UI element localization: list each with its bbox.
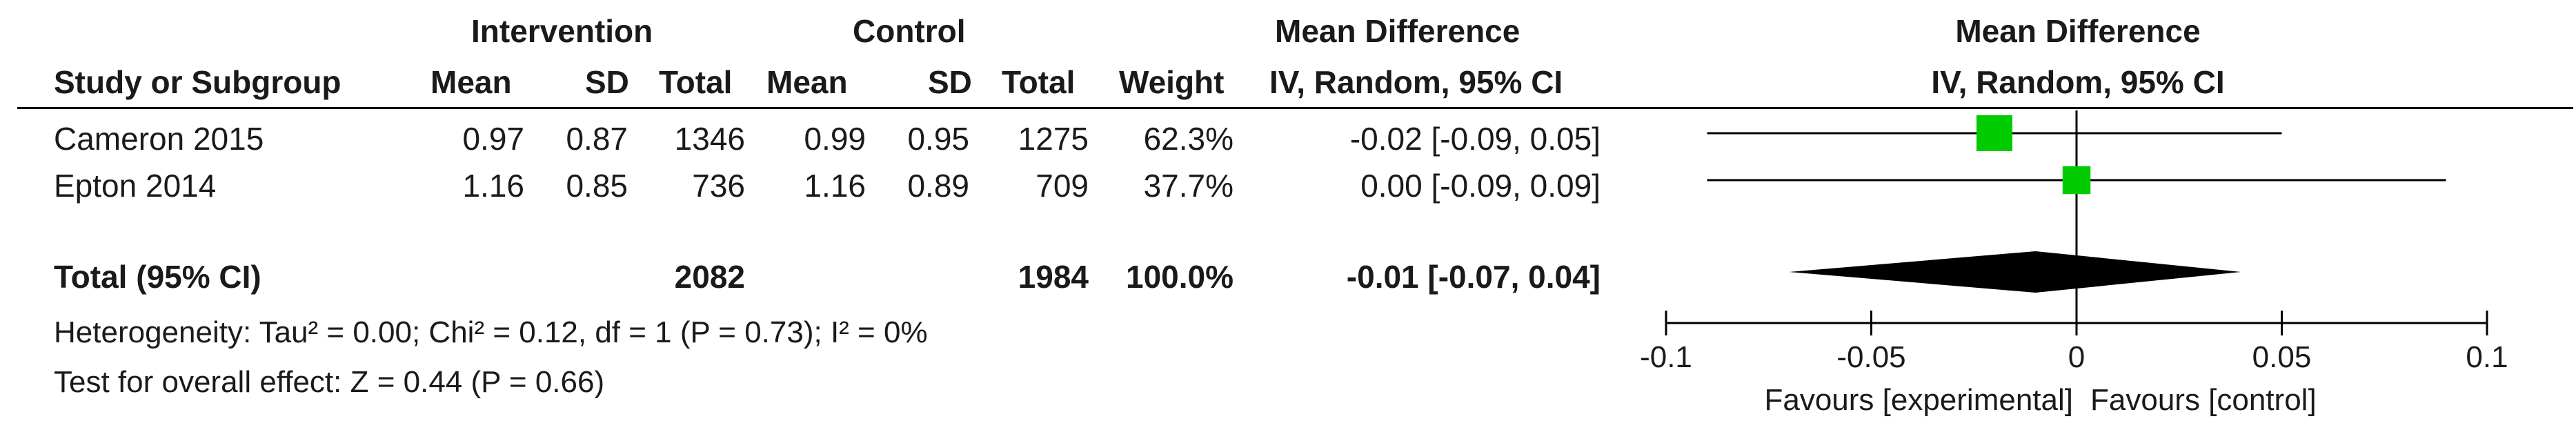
study-total2: 709 bbox=[1036, 168, 1089, 204]
header-sd1: SD bbox=[585, 64, 629, 100]
study-weight: 62.3% bbox=[1143, 121, 1233, 157]
study-total2: 1275 bbox=[1018, 121, 1089, 157]
header-total2: Total bbox=[1002, 64, 1076, 100]
header-mean2: Mean bbox=[766, 64, 848, 100]
study-mean1: 0.97 bbox=[462, 121, 524, 157]
study-ci: -0.02 [-0.09, 0.05] bbox=[1349, 121, 1601, 157]
study-sd1: 0.85 bbox=[566, 168, 628, 204]
plot-title: Mean Difference bbox=[1955, 13, 2201, 49]
header-effect-measure: Mean Difference bbox=[1275, 13, 1520, 49]
header-mean1: Mean bbox=[430, 64, 512, 100]
study-name: Epton 2014 bbox=[54, 168, 217, 204]
study-marker bbox=[2062, 166, 2091, 195]
study-marker bbox=[1976, 115, 2012, 151]
study-name: Cameron 2015 bbox=[54, 121, 264, 157]
plot-subtitle: IV, Random, 95% CI bbox=[1931, 64, 2225, 100]
x-tick-label: -0.05 bbox=[1836, 340, 1905, 374]
study-mean2: 0.99 bbox=[804, 121, 866, 157]
study-sd1: 0.87 bbox=[566, 121, 628, 157]
header-study: Study or Subgroup bbox=[54, 64, 341, 100]
x-tick-label: 0.1 bbox=[2466, 340, 2508, 374]
total-label: Total (95% CI) bbox=[54, 259, 261, 295]
study-mean2: 1.16 bbox=[804, 168, 866, 204]
header-weight: Weight bbox=[1119, 64, 1225, 100]
study-mean1: 1.16 bbox=[462, 168, 524, 204]
header-sd2: SD bbox=[928, 64, 972, 100]
header-control: Control bbox=[853, 13, 966, 49]
study-sd2: 0.89 bbox=[907, 168, 969, 204]
header-intervention: Intervention bbox=[471, 13, 653, 49]
header-effect-method: IV, Random, 95% CI bbox=[1269, 64, 1563, 100]
favours-left-label: Favours [experimental] bbox=[1764, 383, 2073, 417]
header-total1: Total bbox=[659, 64, 733, 100]
x-tick-label: 0.05 bbox=[2252, 340, 2312, 374]
overall-effect-text: Test for overall effect: Z = 0.44 (P = 0… bbox=[54, 365, 605, 399]
study-weight: 37.7% bbox=[1143, 168, 1233, 204]
favours-right-label: Favours [control] bbox=[2090, 383, 2317, 417]
pooled-diamond bbox=[1789, 251, 2241, 293]
total-ci: -0.01 [-0.07, 0.04] bbox=[1346, 259, 1601, 295]
x-tick-label: 0 bbox=[2068, 340, 2085, 374]
total-n1: 2082 bbox=[674, 259, 745, 295]
x-tick-label: -0.1 bbox=[1640, 340, 1692, 374]
header-rule bbox=[17, 107, 2573, 109]
study-ci: 0.00 [-0.09, 0.09] bbox=[1360, 168, 1601, 204]
total-weight: 100.0% bbox=[1125, 259, 1233, 295]
study-total1: 736 bbox=[692, 168, 745, 204]
study-total1: 1346 bbox=[674, 121, 745, 157]
study-sd2: 0.95 bbox=[907, 121, 969, 157]
total-n2: 1984 bbox=[1018, 259, 1089, 295]
heterogeneity-text: Heterogeneity: Tau² = 0.00; Chi² = 0.12,… bbox=[54, 315, 928, 349]
